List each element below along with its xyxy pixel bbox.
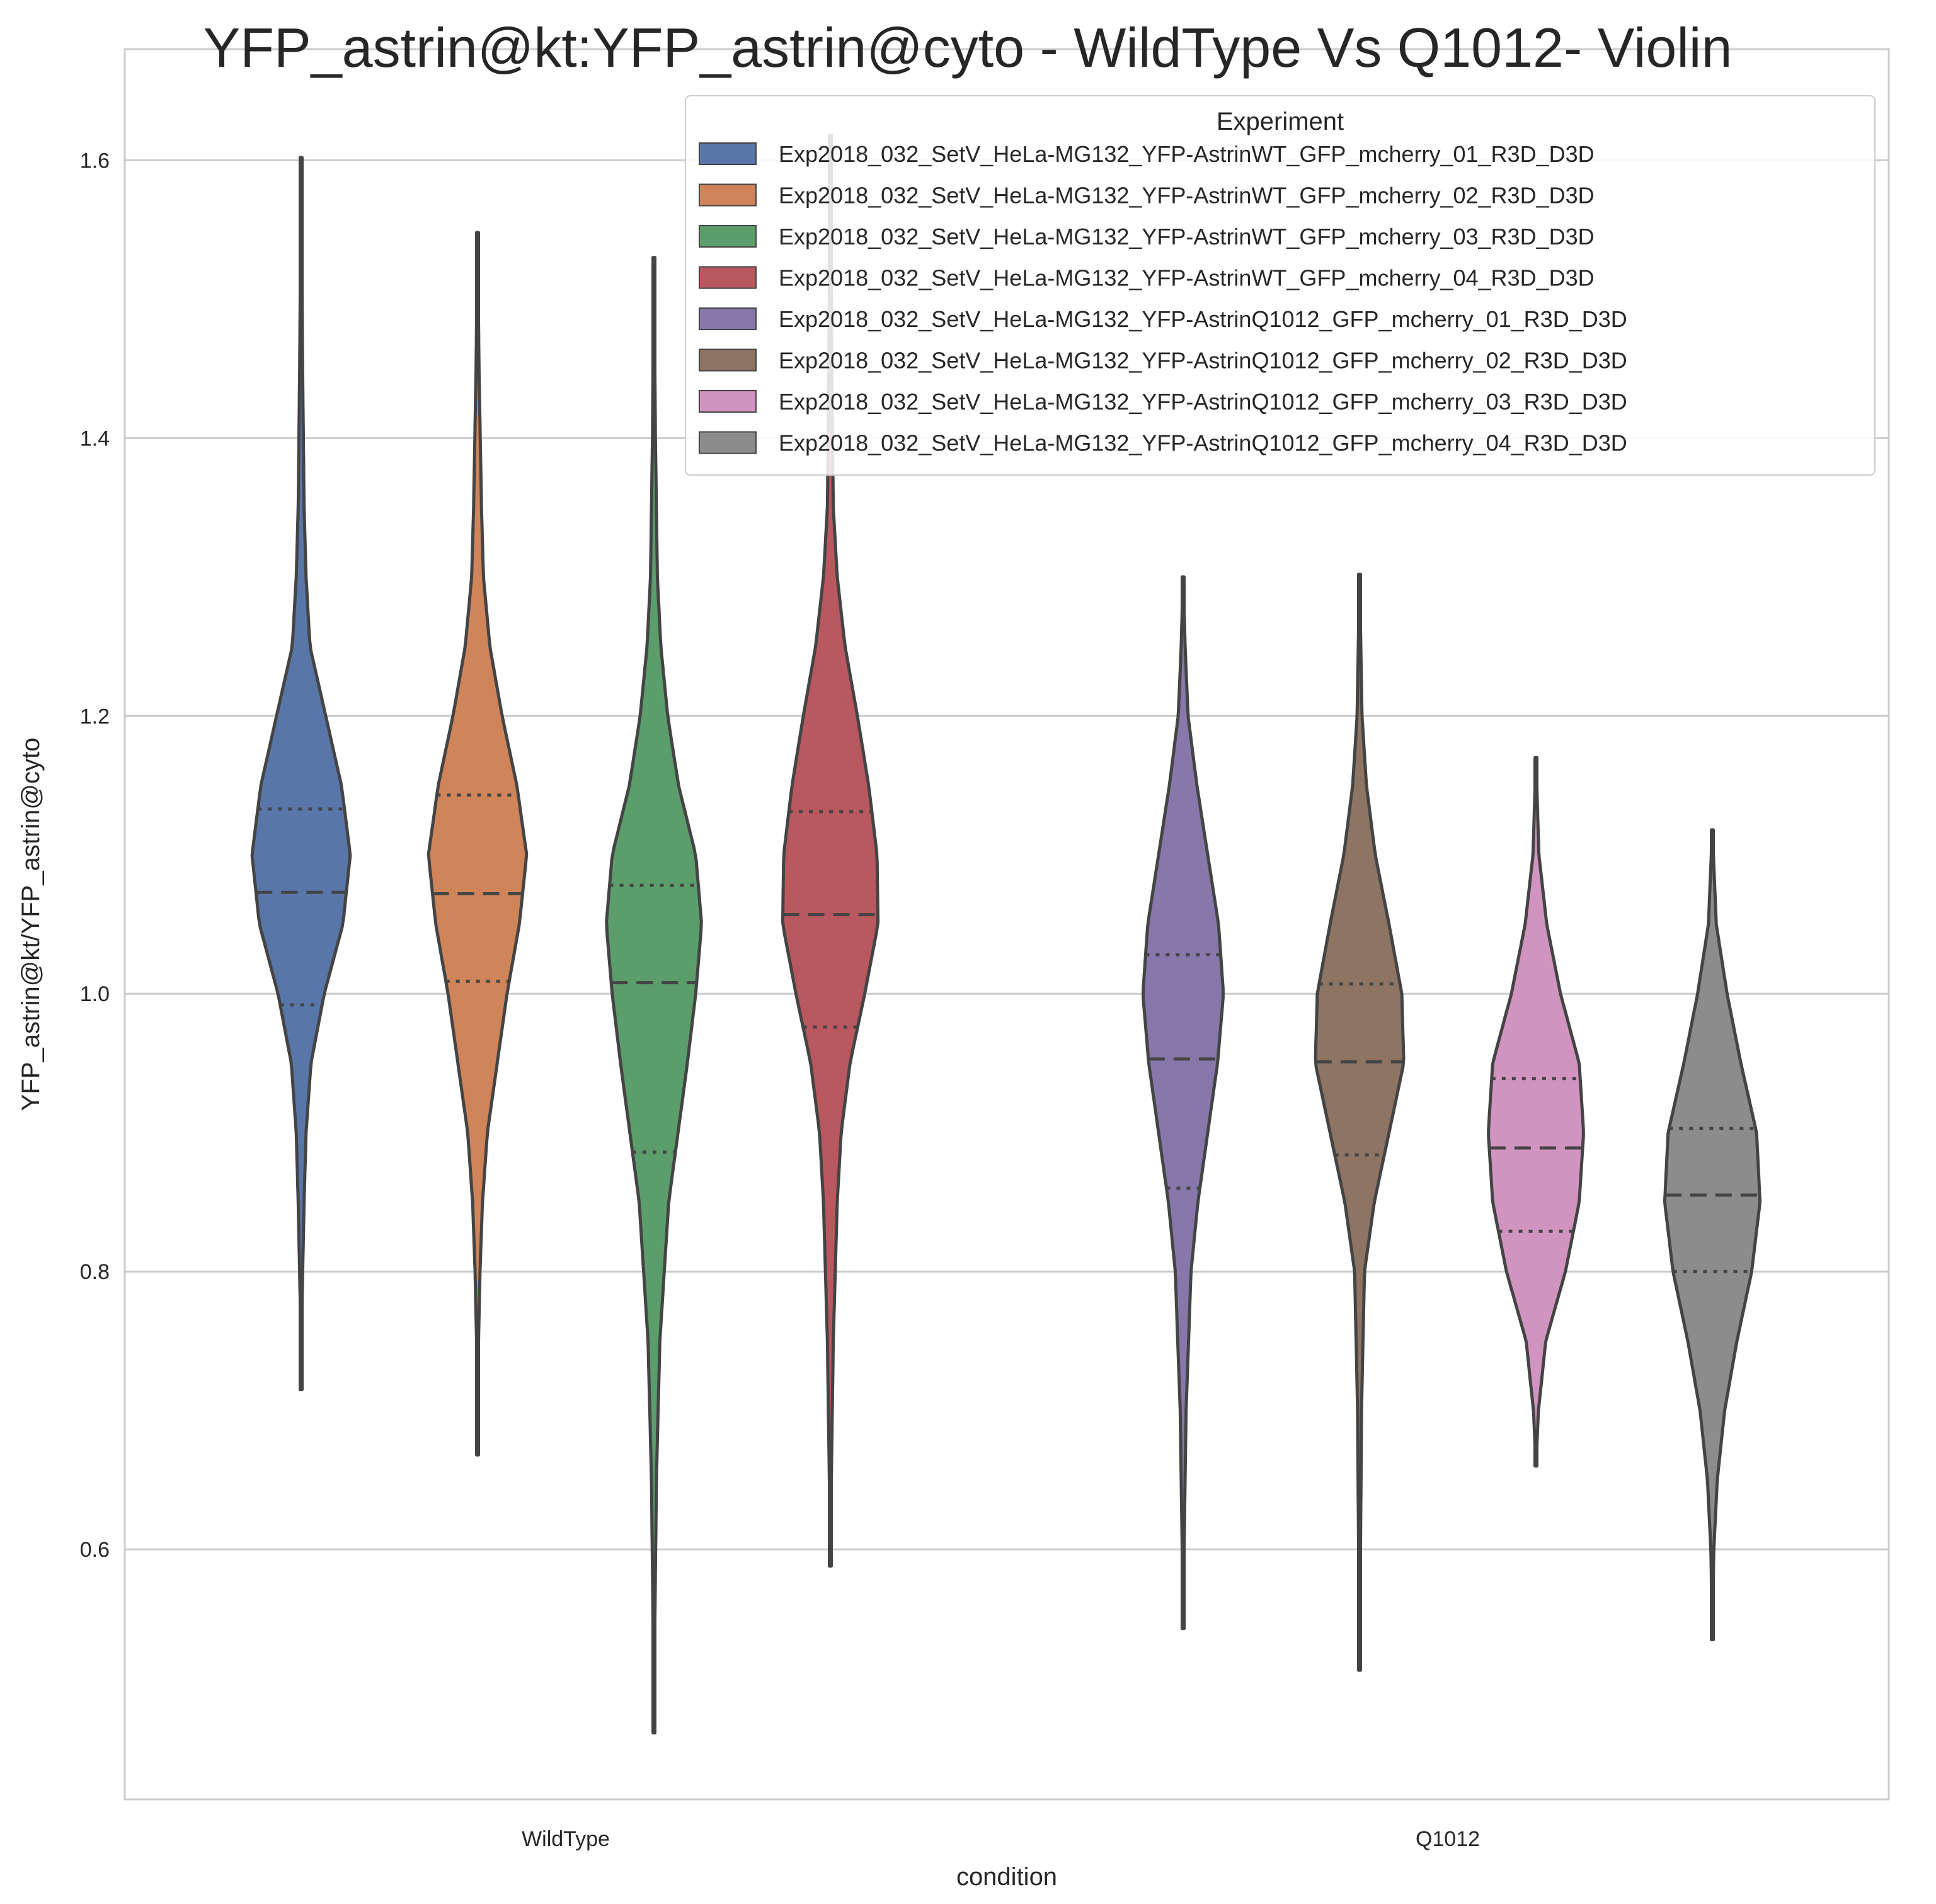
y-axis-label: YFP_astrin@kt/YFP_astrin@cyto xyxy=(17,738,45,1111)
violin-body xyxy=(1142,575,1225,1631)
legend-entry-label: Exp2018_032_SetV_HeLa-MG132_YFP-AstrinWT… xyxy=(779,224,1595,249)
violin-body xyxy=(605,256,703,1735)
legend-entry-label: Exp2018_032_SetV_HeLa-MG132_YFP-AstrinWT… xyxy=(779,141,1595,167)
legend-entry-label: Exp2018_032_SetV_HeLa-MG132_YFP-AstrinQ1… xyxy=(779,389,1627,415)
legend: Experiment Exp2018_032_SetV_HeLa-MG132_Y… xyxy=(685,95,1876,476)
x-axis-label: condition xyxy=(956,1863,1057,1891)
y-tick-label: 0.8 xyxy=(80,1260,110,1284)
violin-body xyxy=(1314,572,1406,1672)
x-tick-labels: WildType Q1012 xyxy=(522,1827,1480,1851)
legend-swatch xyxy=(699,390,757,413)
chart-title: YFP_astrin@kt:YFP_astrin@cyto - WildType… xyxy=(203,16,1733,79)
y-tick-label: 0.6 xyxy=(80,1538,110,1562)
y-tick-label: 1.2 xyxy=(80,704,110,728)
y-tick-labels: 0.6 0.8 1.0 1.2 1.4 1.6 xyxy=(80,149,110,1562)
x-tick-label: WildType xyxy=(522,1827,610,1851)
legend-swatch xyxy=(699,431,757,454)
legend-swatch xyxy=(699,307,757,330)
legend-entry-label: Exp2018_032_SetV_HeLa-MG132_YFP-AstrinQ1… xyxy=(779,430,1627,456)
legend-title: Experiment xyxy=(1217,108,1344,135)
legend-swatch xyxy=(699,142,757,165)
legend-entry-label: Exp2018_032_SetV_HeLa-MG132_YFP-AstrinWT… xyxy=(779,183,1595,209)
x-tick-label: Q1012 xyxy=(1416,1827,1480,1851)
legend-frame xyxy=(685,95,1876,476)
legend-swatch xyxy=(699,266,757,289)
violins xyxy=(250,134,1762,1735)
y-tick-label: 1.0 xyxy=(80,982,110,1006)
legend-swatch xyxy=(699,348,757,372)
y-tick-label: 1.4 xyxy=(80,427,110,450)
violin-body xyxy=(427,231,529,1457)
legend-entries: Exp2018_032_SetV_HeLa-MG132_YFP-AstrinWT… xyxy=(699,141,1627,456)
violin-body xyxy=(250,156,352,1392)
legend-swatch xyxy=(699,225,757,248)
y-tick-label: 1.6 xyxy=(80,149,110,173)
legend-swatch xyxy=(699,183,757,207)
violin-body xyxy=(1487,755,1585,1468)
legend-entry-label: Exp2018_032_SetV_HeLa-MG132_YFP-AstrinQ1… xyxy=(779,306,1627,332)
legend-entry-label: Exp2018_032_SetV_HeLa-MG132_YFP-AstrinQ1… xyxy=(779,348,1627,374)
legend-entry-label: Exp2018_032_SetV_HeLa-MG132_YFP-AstrinWT… xyxy=(779,265,1595,291)
violin-body xyxy=(1663,828,1762,1641)
plot-area-frame xyxy=(123,48,1890,1801)
